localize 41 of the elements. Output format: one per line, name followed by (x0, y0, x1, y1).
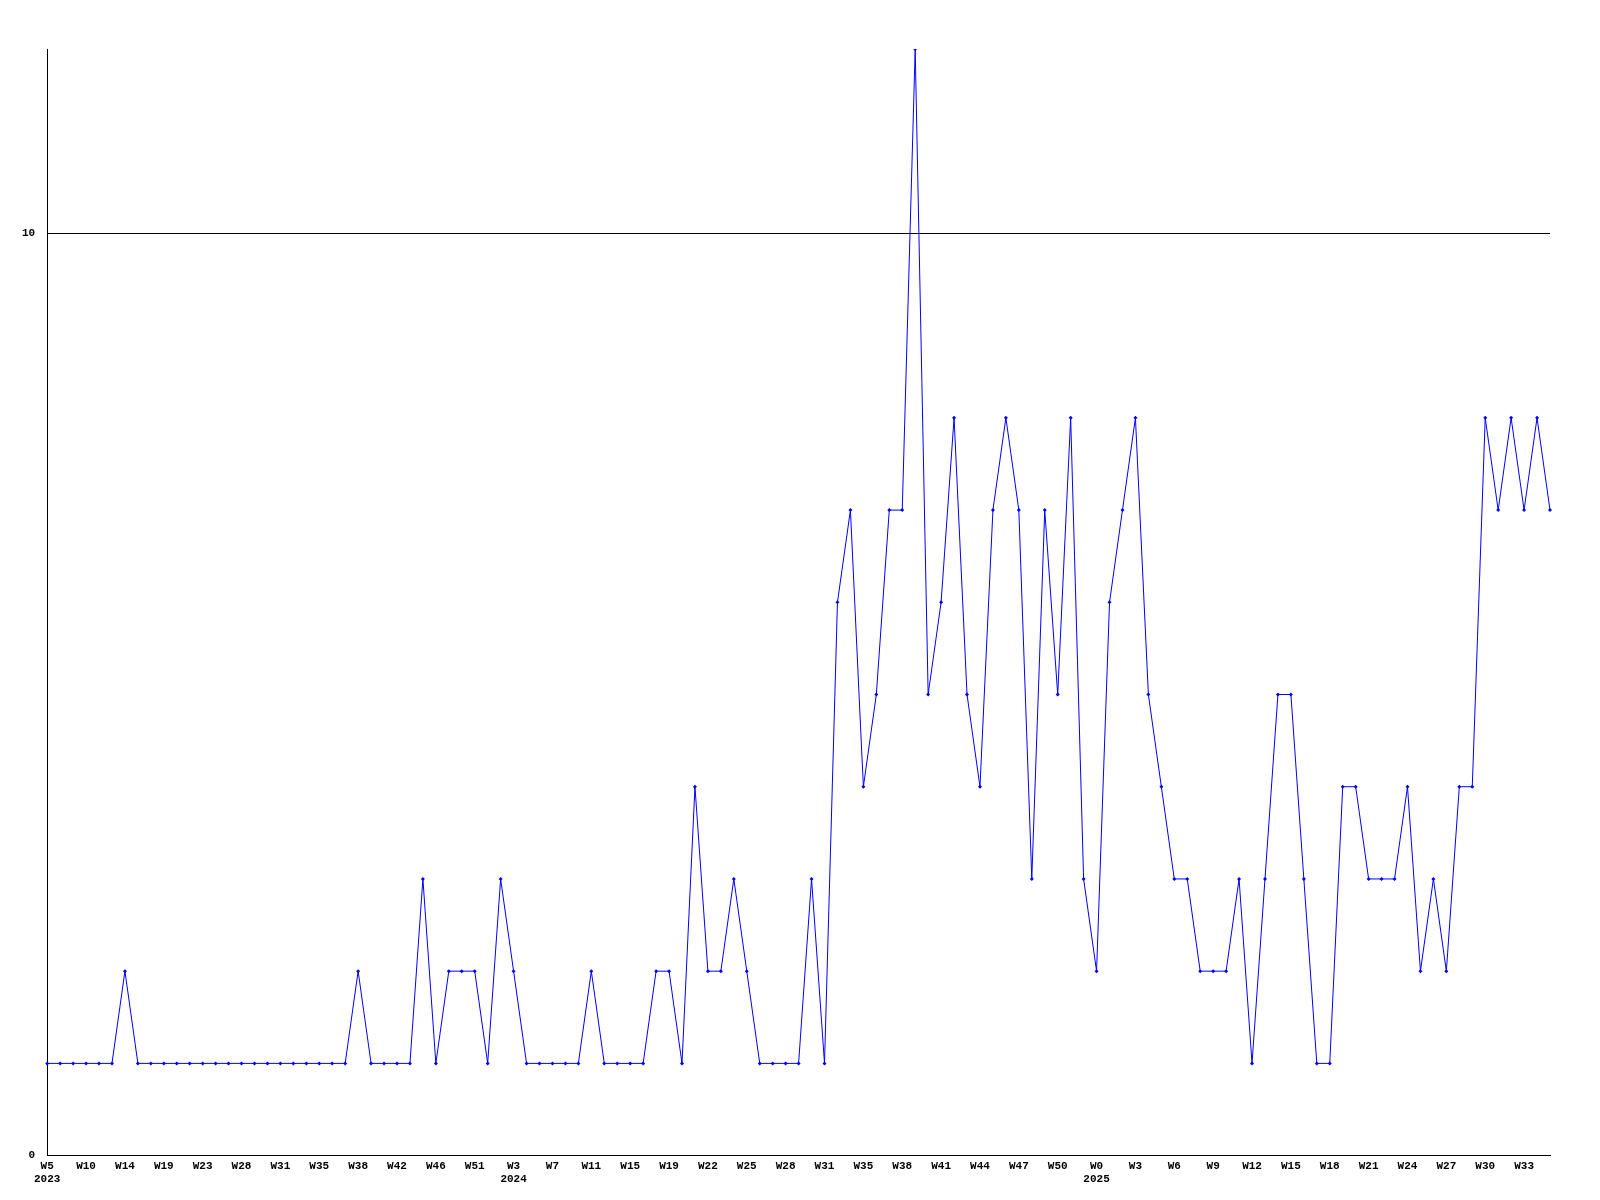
x-tick-label: W27 (1436, 1159, 1457, 1172)
x-tick-label: W11 (581, 1159, 602, 1172)
x-tick-label: W28 (231, 1159, 252, 1172)
x-tick-label: W3 (1128, 1159, 1143, 1172)
x-tick-label: W50 (1047, 1159, 1068, 1172)
x-tick-label: W6 (1167, 1159, 1181, 1172)
x-tick-label: W23 (192, 1159, 213, 1172)
x-tick-label: W44 (970, 1159, 991, 1172)
x-tick-label: W46 (425, 1159, 446, 1172)
x-tick-label: W38 (892, 1159, 913, 1172)
x-tick-label: W51 (464, 1159, 486, 1172)
x-tick-label: W5 2023 (34, 1159, 61, 1186)
x-tick-label: W38 (348, 1159, 369, 1172)
x-tick-label: W41 (931, 1159, 952, 1172)
x-tick-label: W15 (620, 1159, 641, 1172)
y-tick-label: 0 (28, 1149, 36, 1162)
x-tick-label: W19 (659, 1159, 679, 1172)
x-tick-label: W3 2024 (500, 1159, 528, 1186)
y-tick-label: 10 (22, 227, 36, 240)
x-tick-label: W28 (775, 1159, 796, 1172)
x-tick-label: W35 (853, 1159, 874, 1172)
x-tick-label: W42 (387, 1159, 407, 1172)
x-tick-label: W19 (153, 1159, 174, 1172)
x-tick-label: W35 (309, 1159, 330, 1172)
x-tick-label: W21 (1358, 1159, 1379, 1172)
x-tick-label: W10 (76, 1159, 96, 1172)
x-tick-label: W7 (545, 1159, 560, 1172)
x-tick-label: W14 (115, 1159, 136, 1172)
x-tick-label: W24 (1397, 1159, 1418, 1172)
x-tick-label: W18 (1319, 1159, 1341, 1172)
x-tick-label: W31 (814, 1159, 835, 1172)
x-tick-label: W0 2025 (1083, 1159, 1111, 1186)
x-tick-label: W30 (1475, 1159, 1496, 1172)
x-tick-label: W9 (1206, 1159, 1220, 1172)
x-tick-label: W31 (270, 1159, 291, 1172)
x-tick-label: W12 (1242, 1159, 1262, 1172)
x-tick-label: W15 (1280, 1159, 1302, 1172)
x-tick-label: W22 (698, 1159, 718, 1172)
x-tick-label: W25 (736, 1159, 758, 1172)
x-tick-label: W33 (1514, 1159, 1535, 1172)
x-tick-label: W47 (1008, 1159, 1029, 1172)
